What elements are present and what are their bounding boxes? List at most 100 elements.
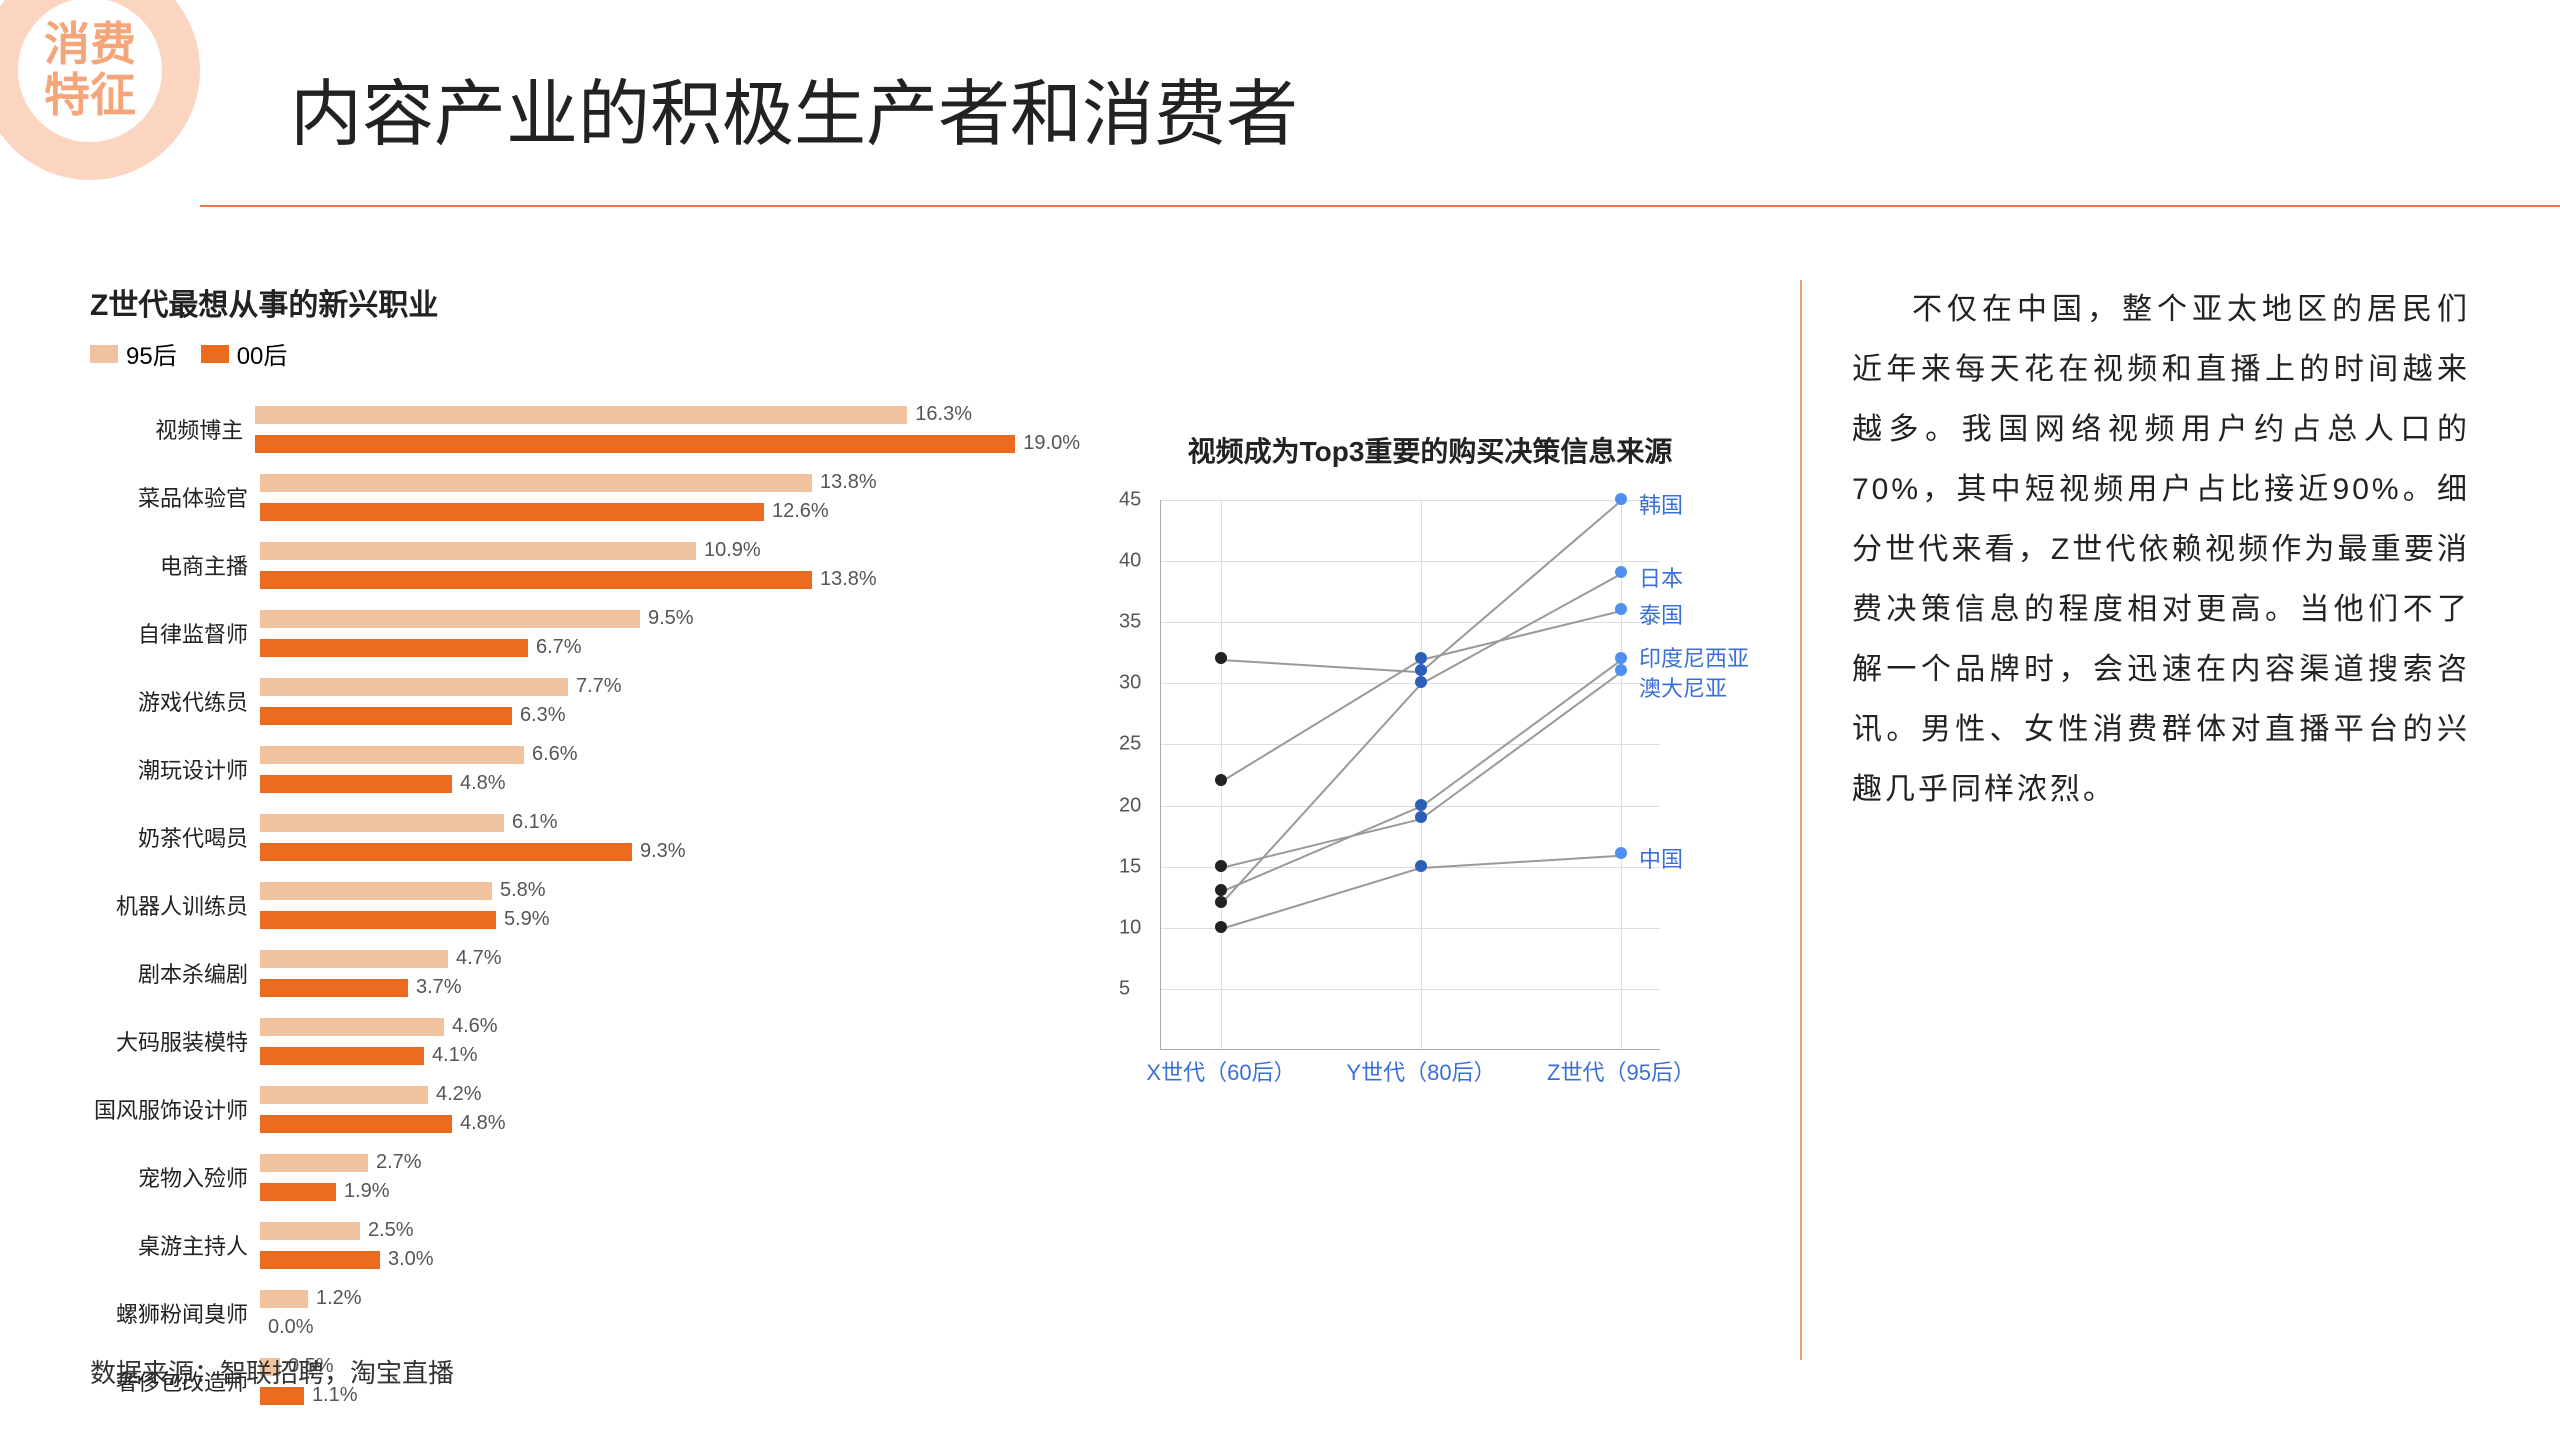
bar-label: 螺狮粉闻臭师 bbox=[90, 1297, 260, 1329]
x-tick: Y世代（80后） bbox=[1346, 1055, 1495, 1087]
bar-00-fill bbox=[260, 1251, 380, 1269]
bar-95-value: 10.9% bbox=[704, 539, 761, 562]
y-gridline bbox=[1161, 806, 1660, 807]
bar-label: 自律监督师 bbox=[90, 617, 260, 649]
bar-95: 2.7% bbox=[260, 1151, 1080, 1174]
y-gridline bbox=[1161, 622, 1660, 623]
country-label: 印度尼西亚 bbox=[1639, 641, 1749, 673]
bar-pair: 2.7% 1.9% bbox=[260, 1151, 1080, 1203]
bar-pair: 7.7% 6.3% bbox=[260, 675, 1080, 727]
y-tick: 5 bbox=[1119, 977, 1130, 1000]
country-label: 日本 bbox=[1639, 561, 1683, 593]
bar-pair: 1.2% 0.0% bbox=[260, 1287, 1080, 1339]
data-point bbox=[1615, 652, 1627, 664]
bar-label: 大码服装模特 bbox=[90, 1025, 260, 1057]
bar-00-fill bbox=[255, 435, 1015, 453]
bar-00-value: 6.7% bbox=[536, 636, 582, 659]
content-area: Z世代最想从事的新兴职业 95后00后 视频博主 16.3% 19.0% 菜品体… bbox=[90, 280, 2470, 1360]
bar-00: 4.1% bbox=[260, 1044, 1080, 1067]
x-gridline bbox=[1421, 500, 1422, 1049]
data-source: 数据来源：智联招聘，淘宝直播 bbox=[90, 1353, 454, 1390]
series-line bbox=[1221, 659, 1421, 673]
title-underline bbox=[200, 205, 2560, 207]
y-gridline bbox=[1161, 561, 1660, 562]
bar-label: 桌游主持人 bbox=[90, 1229, 260, 1261]
bar-00-fill bbox=[260, 979, 408, 997]
bar-95-fill bbox=[260, 1086, 428, 1104]
bar-95-value: 4.2% bbox=[436, 1083, 482, 1106]
bar-label: 菜品体验官 bbox=[90, 481, 260, 513]
y-gridline bbox=[1161, 500, 1660, 501]
bar-00-value: 3.7% bbox=[416, 976, 462, 999]
legend-label: 00后 bbox=[237, 336, 288, 371]
bar-95-fill bbox=[260, 950, 448, 968]
series-line bbox=[1220, 659, 1421, 783]
data-point bbox=[1215, 884, 1227, 896]
category-badge: 消费特征 bbox=[0, 0, 200, 180]
bar-95-value: 5.8% bbox=[500, 879, 546, 902]
bar-row: 桌游主持人 2.5% 3.0% bbox=[90, 1211, 1080, 1279]
bar-label: 视频博主 bbox=[90, 413, 255, 445]
data-point bbox=[1415, 652, 1427, 664]
legend-item: 00后 bbox=[201, 336, 288, 371]
bar-95-value: 2.5% bbox=[368, 1219, 414, 1242]
text-section: 不仅在中国，整个亚太地区的居民们近年来每天花在视频和直播上的时间越来越多。我国网… bbox=[1800, 280, 2470, 1360]
y-tick: 40 bbox=[1119, 550, 1141, 573]
data-point bbox=[1615, 493, 1627, 505]
bar-row: 自律监督师 9.5% 6.7% bbox=[90, 599, 1080, 667]
data-point bbox=[1415, 811, 1427, 823]
bar-00-fill bbox=[260, 639, 528, 657]
bar-pair: 16.3% 19.0% bbox=[255, 403, 1080, 455]
y-tick: 25 bbox=[1119, 733, 1141, 756]
bar-00-value: 6.3% bbox=[520, 704, 566, 727]
series-line bbox=[1421, 573, 1622, 685]
bar-label: 剧本杀编剧 bbox=[90, 957, 260, 989]
bar-95-fill bbox=[260, 1154, 368, 1172]
bar-00-value: 3.0% bbox=[388, 1248, 434, 1271]
bar-95-value: 6.6% bbox=[532, 743, 578, 766]
bar-pair: 4.7% 3.7% bbox=[260, 947, 1080, 999]
bar-95: 4.2% bbox=[260, 1083, 1080, 1106]
bar-row: 游戏代练员 7.7% 6.3% bbox=[90, 667, 1080, 735]
scatter-section: 视频成为Top3重要的购买决策信息来源 51015202530354045X世代… bbox=[1080, 280, 1780, 1360]
bar-00: 4.8% bbox=[260, 1112, 1080, 1135]
bar-95: 10.9% bbox=[260, 539, 1080, 562]
bar-pair: 4.2% 4.8% bbox=[260, 1083, 1080, 1135]
y-gridline bbox=[1161, 928, 1660, 929]
bar-95-value: 16.3% bbox=[915, 403, 972, 426]
bar-00-value: 12.6% bbox=[772, 500, 829, 523]
series-line bbox=[1421, 610, 1621, 661]
bar-label: 电商主播 bbox=[90, 549, 260, 581]
y-tick: 30 bbox=[1119, 672, 1141, 695]
data-point bbox=[1415, 664, 1427, 676]
bar-95: 4.6% bbox=[260, 1015, 1080, 1038]
bar-pair: 2.5% 3.0% bbox=[260, 1219, 1080, 1271]
country-label: 泰国 bbox=[1639, 598, 1683, 630]
bar-pair: 6.6% 4.8% bbox=[260, 743, 1080, 795]
bar-95-value: 13.8% bbox=[820, 471, 877, 494]
bar-95-fill bbox=[260, 1018, 444, 1036]
bar-95-fill bbox=[260, 814, 504, 832]
y-tick: 35 bbox=[1119, 611, 1141, 634]
bar-95: 6.6% bbox=[260, 743, 1080, 766]
series-line bbox=[1420, 500, 1621, 673]
body-paragraph: 不仅在中国，整个亚太地区的居民们近年来每天花在视频和直播上的时间越来越多。我国网… bbox=[1852, 280, 2470, 820]
bar-95-value: 6.1% bbox=[512, 811, 558, 834]
bar-pair: 4.6% 4.1% bbox=[260, 1015, 1080, 1067]
bar-95-value: 4.6% bbox=[452, 1015, 498, 1038]
bar-00-fill bbox=[260, 1183, 336, 1201]
bar-00: 6.7% bbox=[260, 636, 1080, 659]
y-gridline bbox=[1161, 744, 1660, 745]
bar-95: 1.2% bbox=[260, 1287, 1080, 1310]
bar-label: 奶茶代喝员 bbox=[90, 821, 260, 853]
data-point bbox=[1215, 921, 1227, 933]
data-point bbox=[1415, 860, 1427, 872]
bar-label: 机器人训练员 bbox=[90, 889, 260, 921]
x-tick: Z世代（95后） bbox=[1547, 1055, 1695, 1087]
scatter-chart: 51015202530354045X世代（60后）Y世代（80后）Z世代（95后… bbox=[1100, 500, 1760, 1100]
legend-swatch bbox=[90, 345, 118, 363]
data-point bbox=[1415, 676, 1427, 688]
bar-00: 6.3% bbox=[260, 704, 1080, 727]
legend-swatch bbox=[201, 345, 229, 363]
bar-95-value: 1.2% bbox=[316, 1287, 362, 1310]
